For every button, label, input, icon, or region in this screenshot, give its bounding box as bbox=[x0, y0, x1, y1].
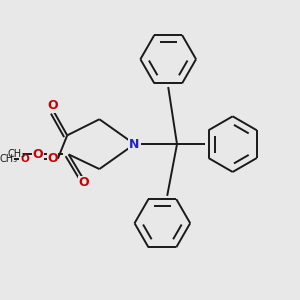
Text: O: O bbox=[47, 152, 58, 165]
Text: CH₃: CH₃ bbox=[0, 154, 18, 164]
Text: O: O bbox=[47, 99, 58, 112]
Text: O: O bbox=[20, 154, 29, 164]
Text: O: O bbox=[79, 176, 89, 189]
Text: O: O bbox=[33, 148, 43, 161]
Text: CH₃: CH₃ bbox=[8, 149, 26, 159]
Text: N: N bbox=[129, 138, 140, 151]
